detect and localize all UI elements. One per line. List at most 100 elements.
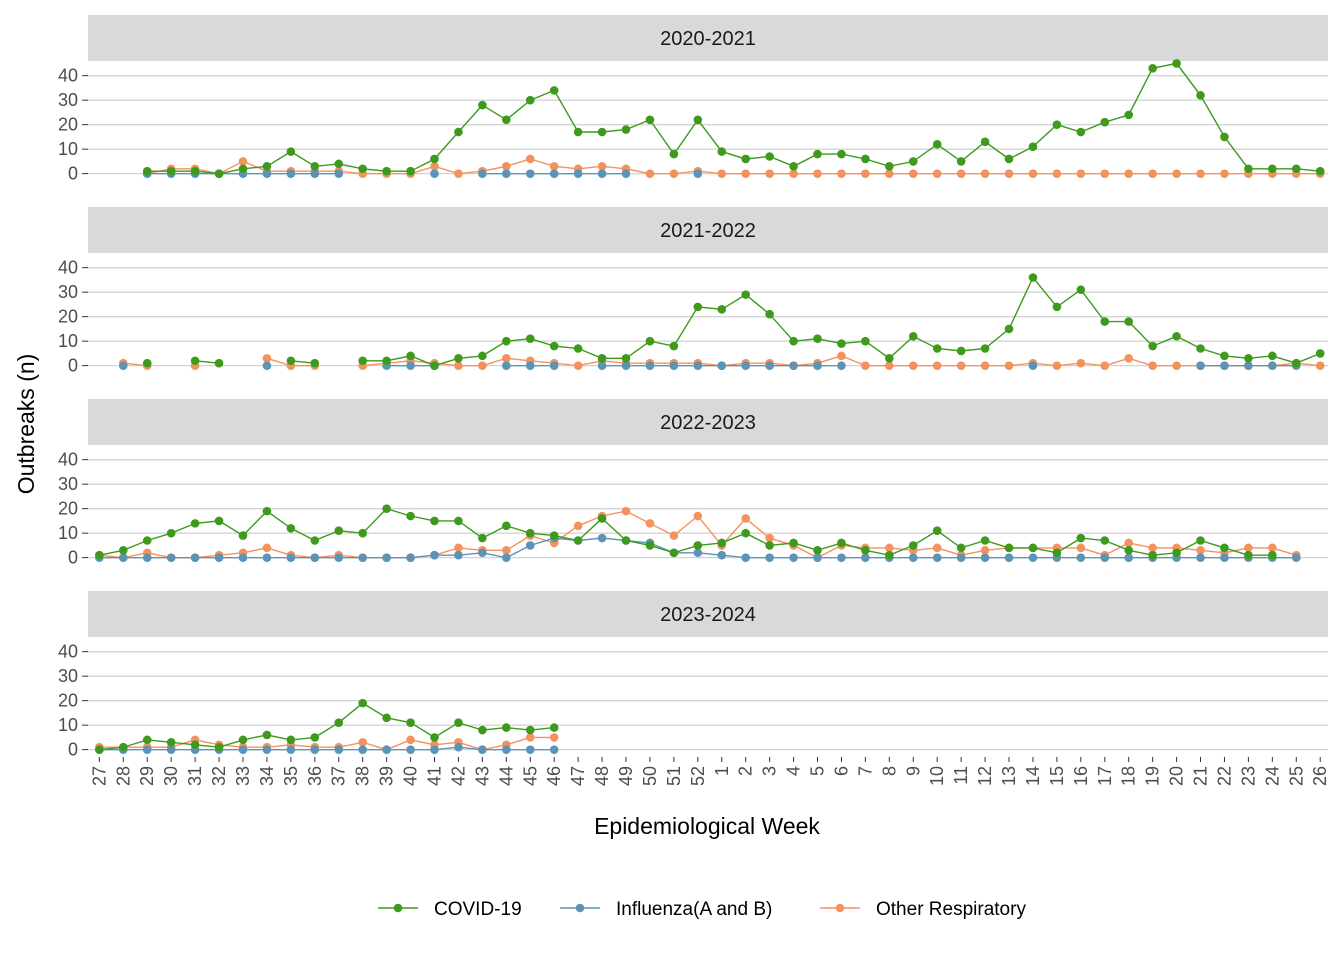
data-point [358, 745, 367, 754]
data-point [190, 519, 200, 528]
data-point [166, 528, 176, 538]
data-point [1004, 154, 1014, 164]
data-point [549, 531, 559, 540]
y-tick-label: 0 [68, 356, 78, 376]
data-point [1028, 553, 1038, 562]
data-point [789, 538, 798, 548]
data-point [621, 536, 631, 545]
data-point [1028, 169, 1038, 178]
data-point [525, 541, 535, 550]
data-point [1124, 546, 1134, 555]
data-point [454, 127, 463, 137]
panel-2021-2022: 2021-2022 0 10 20 30 40 [58, 207, 1328, 376]
y-tick-label: 40 [58, 258, 78, 278]
data-point [430, 154, 439, 164]
data-point [1076, 543, 1086, 553]
data-point [1196, 90, 1205, 100]
data-point [980, 553, 990, 562]
data-point [837, 538, 846, 548]
data-point [1196, 546, 1205, 555]
data-point [645, 115, 655, 125]
legend-item: COVID-19 [378, 899, 522, 920]
data-point [525, 733, 535, 742]
x-tick-label: 52 [688, 766, 708, 786]
x-tick-label: 32 [209, 766, 229, 786]
data-point [1268, 550, 1277, 560]
data-point [980, 536, 990, 545]
data-point [454, 718, 463, 728]
legend-label: COVID-19 [434, 899, 522, 920]
data-point [430, 169, 439, 178]
data-point [549, 162, 559, 171]
data-point [478, 169, 487, 178]
data-point [358, 528, 367, 538]
data-point [573, 361, 583, 370]
data-point [908, 541, 918, 550]
data-point [286, 523, 296, 533]
data-point [861, 154, 870, 164]
x-tick-label: 25 [1286, 766, 1306, 786]
data-point [717, 538, 727, 548]
data-point [980, 344, 990, 353]
data-point [454, 543, 463, 553]
data-point [693, 302, 703, 312]
data-point [1291, 553, 1301, 562]
x-tick-label: 40 [401, 766, 421, 786]
y-axis-title: Outbreaks (n) [13, 354, 39, 495]
data-point [956, 553, 966, 562]
x-axis-title: Epidemiological Week [594, 813, 820, 839]
data-point [430, 516, 439, 526]
x-tick-label: 33 [233, 766, 253, 786]
data-point [454, 742, 463, 752]
data-point [502, 354, 511, 363]
data-point [1148, 550, 1157, 560]
data-point [119, 742, 128, 752]
data-point [1148, 543, 1157, 553]
data-point [813, 361, 822, 370]
x-tick-label: 34 [257, 766, 277, 786]
data-point [549, 169, 559, 178]
data-point [765, 309, 774, 319]
x-tick-label: 19 [1143, 766, 1163, 786]
x-tick-label: 11 [951, 766, 971, 785]
data-point [980, 169, 990, 178]
x-tick-label: 22 [1214, 766, 1234, 786]
data-point [741, 553, 750, 562]
series-COVID-19 [95, 504, 1277, 560]
y-tick-label: 20 [58, 307, 78, 327]
x-tick-label: 43 [472, 766, 492, 786]
panel-2022-2023: 2022-2023 0 10 20 30 40 [58, 399, 1328, 568]
data-point [166, 745, 176, 754]
data-point [956, 361, 966, 370]
data-point [1004, 361, 1014, 370]
data-point [1076, 127, 1086, 137]
data-point [1196, 536, 1205, 545]
x-tick-label: 5 [808, 766, 828, 776]
legend-item: Other Respiratory [820, 899, 1026, 920]
data-point [1220, 543, 1229, 553]
panel-strip [88, 591, 1328, 637]
data-point [1100, 536, 1110, 545]
data-point [741, 514, 750, 523]
data-point [238, 745, 248, 754]
data-point [765, 361, 774, 370]
data-point [741, 169, 750, 178]
series-COVID-19 [95, 698, 559, 754]
data-point [645, 519, 655, 528]
x-tick-label: 4 [784, 766, 804, 776]
data-point [765, 152, 774, 161]
data-point [502, 546, 511, 555]
x-tick-label: 46 [544, 766, 564, 786]
data-point [908, 331, 918, 341]
data-point [908, 157, 918, 166]
data-point [813, 149, 822, 159]
legend-label: Other Respiratory [876, 899, 1026, 920]
data-point [1315, 349, 1325, 358]
data-point [1268, 164, 1277, 174]
data-point [621, 125, 631, 134]
data-point [1028, 273, 1038, 282]
data-point [813, 169, 822, 178]
data-point [454, 516, 463, 526]
data-point [789, 361, 798, 370]
